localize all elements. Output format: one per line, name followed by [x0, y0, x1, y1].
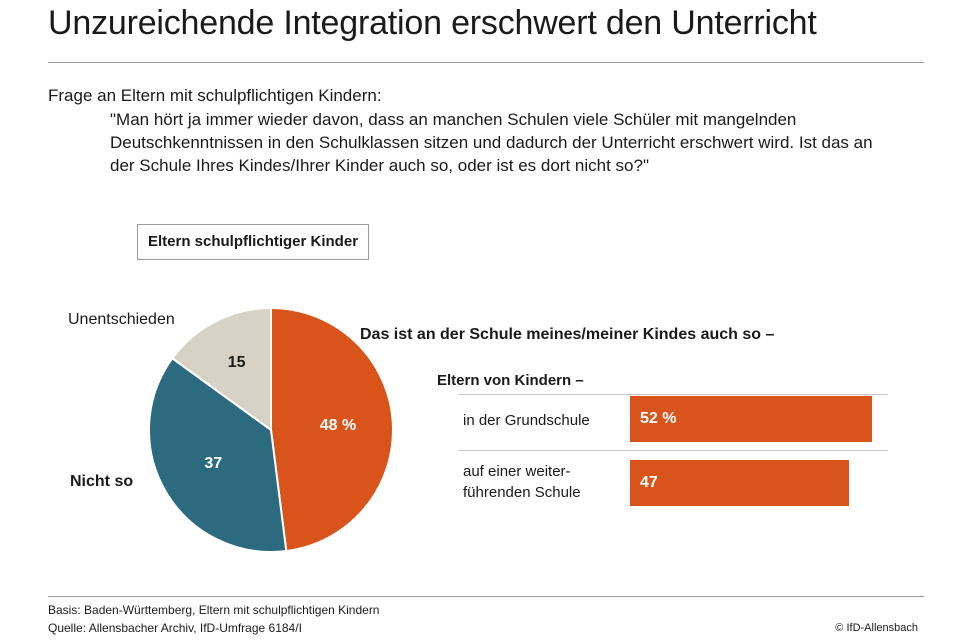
bar-grundschule [630, 396, 872, 442]
pie-category-undecided: Unentschieden [68, 311, 175, 328]
footer-divider [48, 596, 924, 597]
pie-value-label-no: 37 [204, 455, 223, 473]
bar-chart-subtitle: Eltern von Kindern – [437, 372, 584, 389]
pie-category-no: Nicht so [70, 473, 134, 490]
title-divider [48, 62, 924, 63]
bar-category-label-weiterfuehrend: auf einer weiter- führenden Schule [463, 461, 628, 503]
bar-value-label-weiterfuehrend: 47 [640, 474, 658, 491]
bar-divider-top [458, 394, 888, 395]
pie-slice-no [148, 356, 288, 553]
bar-category-label-line1: auf einer weiter- [463, 463, 571, 480]
bar-category-label-line2: führenden Schule [463, 484, 581, 501]
bar-chart-title: Das ist an der Schule meines/meiner Kind… [360, 326, 775, 343]
footer-basis: Basis: Baden-Württemberg, Eltern mit sch… [48, 603, 380, 617]
page-title: Unzureichende Integration erschwert den … [48, 4, 817, 42]
question-text: "Man hört ja immer wieder davon, dass an… [110, 110, 873, 175]
pie-value-label-undecided: 15 [227, 353, 246, 371]
pie-value-label-yes: 48 % [319, 416, 357, 434]
copyright-notice: © IfD-Allensbach [835, 622, 918, 634]
bar-weiterfuehrende-schule [630, 460, 849, 506]
bar-category-label-grundschule: in der Grundschule [463, 412, 590, 429]
pie-slice-undecided [170, 306, 272, 432]
bar-divider-middle [458, 450, 888, 451]
bar-value-label-grundschule: 52 % [640, 410, 677, 427]
footer-source: Quelle: Allensbacher Archiv, IfD-Umfrage… [48, 621, 302, 635]
question-intro: Frage an Eltern mit schulpflichtigen Kin… [48, 86, 382, 105]
pie-slice-yes [270, 306, 394, 553]
population-label-box: Eltern schulpflichtiger Kinder [137, 224, 370, 260]
